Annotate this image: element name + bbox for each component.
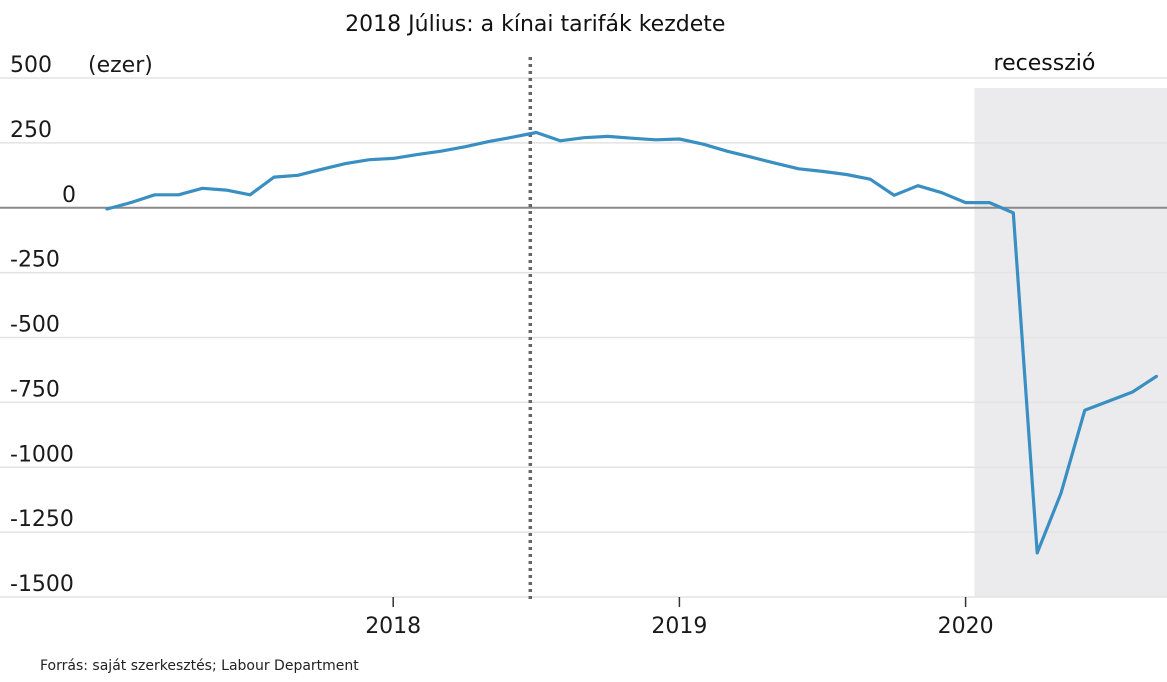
series-lines xyxy=(105,130,1159,555)
x-tick-label: 2019 xyxy=(651,614,707,639)
y-tick-label: -750 xyxy=(10,377,60,402)
x-tick-label: 2018 xyxy=(365,614,421,639)
y-tick-label: 500 xyxy=(10,53,52,78)
y-tick-label: 0 xyxy=(62,183,76,208)
y-tick-label: -500 xyxy=(10,313,60,338)
y-axis-unit-label: (ezer) xyxy=(88,53,153,78)
source-note: Forrás: saját szerkesztés; Labour Depart… xyxy=(40,658,359,674)
recession-label: recesszió xyxy=(994,51,1096,76)
y-tick-label: -1500 xyxy=(10,572,74,597)
y-tick-label: -1000 xyxy=(10,442,74,467)
y-axis-ticks: 500 250 0 -250 -500 -750 -1000 -1250 -1500 xyxy=(10,53,76,597)
gridlines xyxy=(0,77,1167,598)
x-axis-ticks: 2018 2019 2020 xyxy=(365,597,994,639)
chart-title: 2018 Július: a kínai tarifák kezdete xyxy=(345,12,725,37)
y-tick-label: -250 xyxy=(10,248,60,273)
recession-band xyxy=(974,88,1167,597)
y-tick-label: -1250 xyxy=(10,507,74,532)
y-tick-label: 250 xyxy=(10,118,52,143)
x-tick-label: 2020 xyxy=(938,614,994,639)
series-line xyxy=(105,130,1159,555)
